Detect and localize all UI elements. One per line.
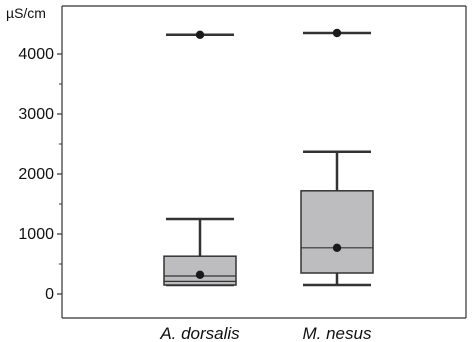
mean-marker — [195, 270, 205, 279]
outlier-marker — [195, 30, 205, 39]
y-tick-label: 3000 — [18, 106, 54, 123]
y-tick-label: 0 — [45, 286, 54, 303]
boxes — [163, 28, 374, 287]
y-unit-label: µS/cm — [6, 5, 46, 21]
y-ticks: 0 1000 2000 3000 4000 — [18, 46, 62, 303]
category-label: A. dorsalis — [159, 324, 240, 342]
box-group — [163, 30, 237, 287]
box-body — [300, 190, 374, 274]
box-group — [300, 28, 374, 287]
axes — [61, 5, 467, 319]
outlier-marker — [332, 28, 342, 38]
category-label: M. nesus — [303, 324, 372, 342]
y-tick-label: 4000 — [18, 46, 54, 63]
mean-marker — [332, 243, 342, 252]
category-labels: A. dorsalis M. nesus — [159, 324, 372, 342]
y-tick-label: 1000 — [18, 226, 54, 243]
y-tick-label: 2000 — [18, 166, 54, 183]
